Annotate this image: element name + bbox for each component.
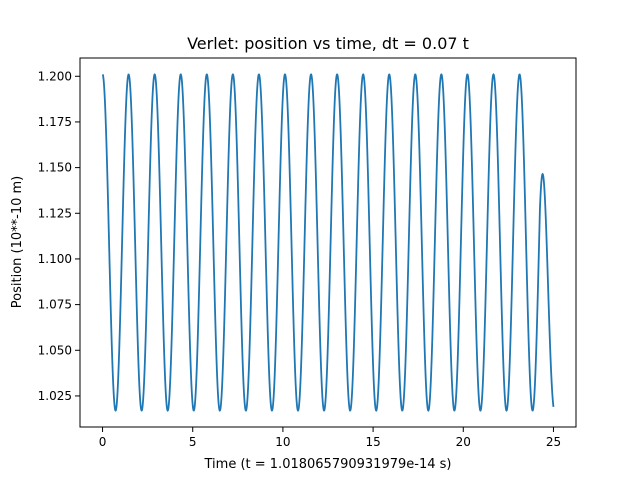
y-axis-label: Position (10**-10 m) <box>10 176 25 308</box>
x-axis-label: Time (t = 1.018065790931979e-14 s) <box>204 457 452 472</box>
y-axis-ticks: 1.025 1.050 1.075 1.100 1.125 1.150 1.175 1.200 <box>38 69 80 403</box>
y-tick-label: 1.200 <box>38 69 72 83</box>
x-tick-label: 0 <box>99 435 107 449</box>
y-tick-label: 1.075 <box>38 298 72 312</box>
y-tick-label: 1.150 <box>38 161 72 175</box>
plot-frame <box>79 57 577 428</box>
x-tick-label: 5 <box>189 435 197 449</box>
y-tick-label: 1.025 <box>38 389 72 403</box>
y-tick-label: 1.175 <box>38 115 72 129</box>
x-tick-label: 10 <box>275 435 290 449</box>
series-line <box>101 73 555 412</box>
x-axis-ticks: 0 5 10 15 20 25 <box>99 427 561 449</box>
y-tick-label: 1.050 <box>38 343 72 357</box>
y-tick-label: 1.125 <box>38 206 72 220</box>
x-tick-label: 20 <box>456 435 471 449</box>
x-tick-label: 25 <box>546 435 561 449</box>
y-tick-label: 1.100 <box>38 252 72 266</box>
chart-title: Verlet: position vs time, dt = 0.07 t <box>187 34 469 53</box>
x-tick-label: 15 <box>365 435 380 449</box>
plot-area: 0 5 10 15 20 25 1.025 1.050 1.075 1.100 1.125 1.15… <box>38 57 577 449</box>
